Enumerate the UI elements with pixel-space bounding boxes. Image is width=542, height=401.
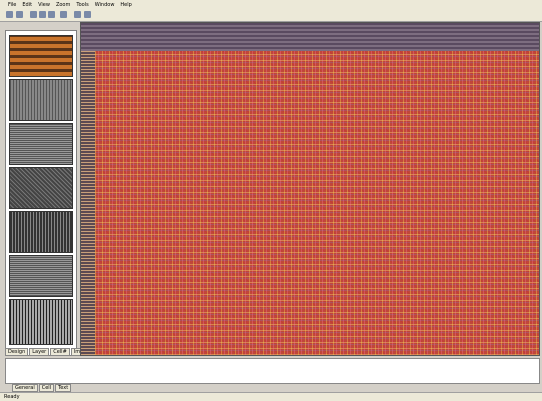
layout-edge (81, 51, 95, 355)
menu-item[interactable]: View (38, 1, 50, 8)
status-bar: Ready (0, 392, 542, 401)
menu-bar: File Edit View Zoom Tools Window Help (0, 0, 542, 9)
thumbnail-panel (5, 30, 77, 356)
bottom-tab[interactable]: Text (55, 384, 72, 392)
tool-button[interactable] (6, 11, 13, 18)
tool-button[interactable] (30, 11, 37, 18)
status-text: Ready (4, 394, 20, 400)
thumbnail[interactable] (9, 255, 73, 297)
menu-item[interactable]: Window (94, 1, 115, 8)
toolbar (0, 9, 542, 22)
menu-item[interactable]: Help (120, 1, 132, 8)
layout-canvas[interactable] (80, 22, 540, 356)
thumbnail[interactable] (9, 211, 73, 253)
side-tab[interactable]: Design (5, 348, 29, 356)
menu-item[interactable]: Zoom (55, 1, 71, 8)
output-pane (5, 358, 540, 384)
tool-button[interactable] (60, 11, 67, 18)
tool-button[interactable] (74, 11, 81, 18)
thumbnail[interactable] (9, 299, 73, 345)
thumbnail[interactable] (9, 167, 73, 209)
menu-item[interactable]: Tools (76, 1, 89, 8)
thumbnail[interactable] (9, 123, 73, 165)
bottom-tab[interactable]: Cell (38, 384, 55, 392)
bottom-tab[interactable]: General (12, 384, 38, 392)
thumbnail[interactable] (9, 35, 73, 77)
tool-button[interactable] (84, 11, 91, 18)
tool-button[interactable] (39, 11, 46, 18)
menu-item[interactable]: Edit (22, 1, 33, 8)
layout-top-band (81, 23, 539, 51)
side-tab[interactable]: Layer (29, 348, 50, 356)
tool-button[interactable] (16, 11, 23, 18)
thumbnail[interactable] (9, 79, 73, 121)
bottom-tabs: General Cell Text (12, 384, 72, 392)
tool-button[interactable] (48, 11, 55, 18)
chip-layout (95, 51, 539, 355)
menu-item[interactable]: File (8, 1, 17, 8)
side-tab[interactable]: Cell# (50, 348, 70, 356)
